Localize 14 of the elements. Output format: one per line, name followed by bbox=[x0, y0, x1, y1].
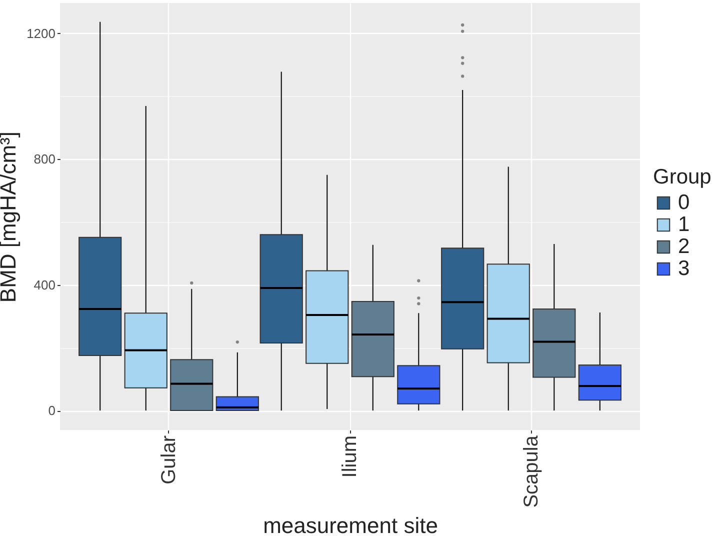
legend-title: Group bbox=[653, 166, 712, 188]
legend-label: 1 bbox=[678, 213, 690, 236]
x-tick-label: Ilium bbox=[339, 436, 361, 478]
legend-label: 3 bbox=[678, 257, 690, 280]
y-tick-label: 0 bbox=[48, 403, 56, 418]
y-axis-title: BMD [mgHA/cm³] bbox=[0, 131, 21, 303]
x-axis-title: measurement site bbox=[263, 512, 438, 536]
y-tick-label: 800 bbox=[34, 152, 56, 167]
x-tick-label: Scapula bbox=[520, 434, 542, 508]
y-tick-label: 400 bbox=[34, 277, 56, 292]
x-tick-label: Gular bbox=[158, 435, 180, 484]
y-tick-label: 1200 bbox=[26, 26, 56, 41]
legend-label: 2 bbox=[678, 235, 690, 258]
legend-label: 0 bbox=[678, 191, 690, 214]
